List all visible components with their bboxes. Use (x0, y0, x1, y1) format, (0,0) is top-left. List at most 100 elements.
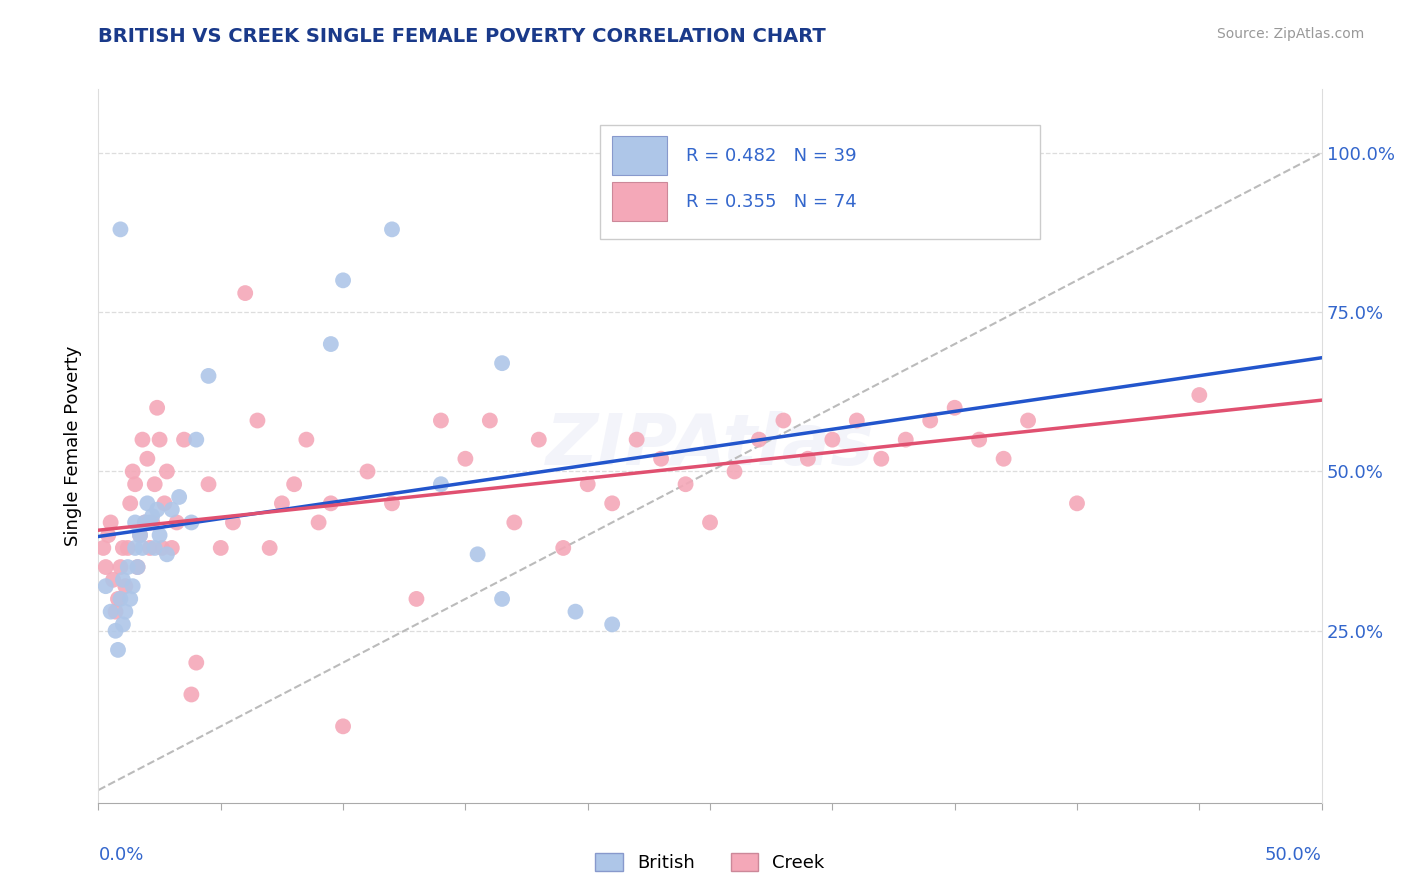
Point (110, 591, 132, 606)
Y-axis label: Single Female Poverty: Single Female Poverty (65, 346, 83, 546)
Point (127, 560, 149, 574)
Point (491, 591, 513, 606)
Point (124, 541, 146, 555)
Point (246, 413, 269, 427)
Point (430, 477, 453, 491)
Point (233, 286, 256, 301)
Point (356, 465, 378, 479)
Point (143, 477, 166, 491)
Point (146, 401, 169, 415)
Point (167, 490, 190, 504)
Point (650, 451, 672, 466)
Point (110, 222, 132, 236)
Point (454, 451, 477, 466)
Point (491, 356, 513, 370)
Text: Source: ZipAtlas.com: Source: ZipAtlas.com (1216, 27, 1364, 41)
Point (478, 413, 501, 427)
Point (845, 413, 868, 427)
Point (186, 433, 208, 447)
Point (160, 541, 183, 555)
Point (101, 573, 124, 587)
Point (993, 451, 1015, 466)
Point (748, 433, 770, 447)
Point (943, 401, 966, 415)
Point (131, 541, 153, 555)
FancyBboxPatch shape (612, 136, 668, 175)
Point (114, 605, 136, 619)
Point (111, 573, 134, 587)
Point (120, 591, 142, 606)
Point (553, 541, 575, 555)
Point (1066, 496, 1088, 510)
Point (723, 465, 745, 479)
Point (150, 541, 173, 555)
Point (527, 433, 550, 447)
Point (139, 516, 162, 530)
Point (197, 477, 219, 491)
Text: 50.0%: 50.0% (1265, 846, 1322, 863)
Point (772, 413, 794, 427)
Point (156, 547, 179, 561)
Point (160, 502, 183, 516)
Point (626, 433, 648, 447)
Point (821, 433, 844, 447)
Point (129, 528, 152, 542)
Point (319, 337, 342, 351)
Point (136, 451, 159, 466)
Point (136, 496, 159, 510)
Text: R = 0.482   N = 39: R = 0.482 N = 39 (686, 146, 856, 164)
Point (332, 273, 354, 287)
Text: BRITISH VS CREEK SINGLE FEMALE POVERTY CORRELATION CHART: BRITISH VS CREEK SINGLE FEMALE POVERTY C… (98, 27, 827, 45)
Point (295, 433, 318, 447)
Point (100, 516, 122, 530)
Point (156, 465, 179, 479)
Point (209, 541, 232, 555)
Point (332, 719, 354, 733)
FancyBboxPatch shape (600, 125, 1040, 239)
Point (186, 656, 208, 670)
Point (600, 496, 623, 510)
Point (129, 528, 152, 542)
Point (111, 541, 134, 555)
Point (381, 496, 404, 510)
Point (180, 688, 202, 702)
Point (131, 433, 153, 447)
Point (139, 541, 162, 555)
Point (121, 465, 143, 479)
Point (576, 477, 599, 491)
Point (894, 433, 917, 447)
Point (94, 579, 117, 593)
Point (124, 516, 146, 530)
Point (141, 516, 163, 530)
Point (104, 605, 127, 619)
Point (405, 591, 427, 606)
Point (120, 496, 142, 510)
Text: R = 0.355   N = 74: R = 0.355 N = 74 (686, 193, 856, 211)
Point (149, 433, 172, 447)
Point (117, 560, 139, 574)
Point (283, 477, 305, 491)
Point (114, 579, 136, 593)
Point (110, 560, 132, 574)
Point (97, 528, 120, 542)
Point (180, 516, 202, 530)
Point (467, 547, 489, 561)
Point (117, 541, 139, 555)
Point (222, 516, 245, 530)
Point (104, 624, 127, 638)
Point (166, 516, 188, 530)
FancyBboxPatch shape (612, 182, 668, 221)
Point (270, 496, 294, 510)
Point (107, 643, 129, 657)
Point (1188, 388, 1211, 402)
Point (797, 451, 820, 466)
Point (381, 222, 404, 236)
Point (967, 433, 990, 447)
Text: 0.0%: 0.0% (98, 846, 143, 863)
Point (870, 451, 893, 466)
Point (153, 496, 176, 510)
Point (600, 617, 623, 632)
Point (143, 541, 166, 555)
Point (920, 413, 942, 427)
Legend: British, Creek: British, Creek (588, 846, 832, 880)
